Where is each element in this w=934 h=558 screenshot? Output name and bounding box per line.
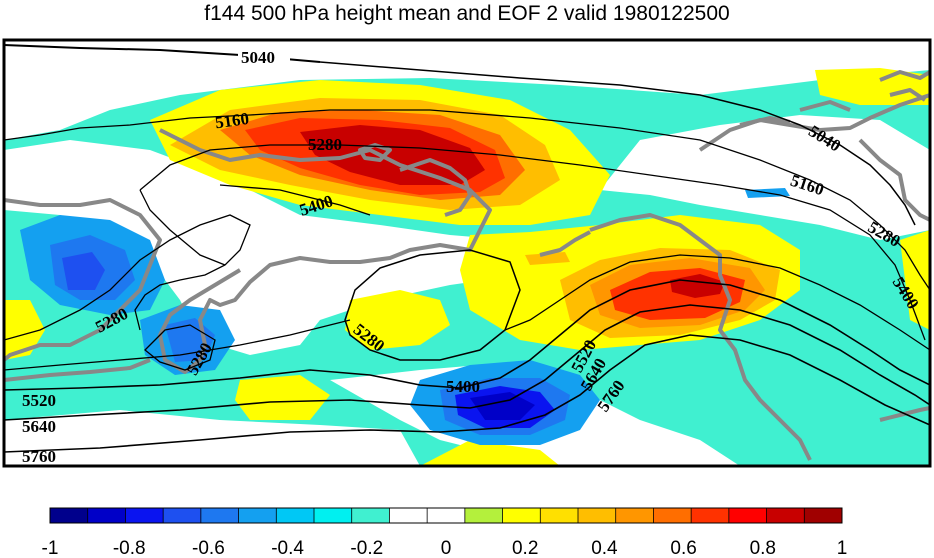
coastline-chukotka [399,158,472,217]
coastline-asia [4,198,162,362]
shading-negative-west-0.6 [62,252,105,290]
colorbar-tick-label: -0.8 [113,538,146,558]
contour-5760 [4,334,930,453]
coastline-alaska [589,213,812,461]
colorbar-tick-label: 0.4 [591,538,618,558]
colorbar-tick-label: -0.6 [192,538,225,558]
shading-neutral-band-west [4,140,560,355]
coastlines [4,70,930,461]
eof-shading [4,40,930,466]
colorbar-swatch [427,508,466,523]
contour-5400-center-loop [4,254,930,371]
contour-5400-center [219,184,371,216]
coastline-kamchatka [158,128,492,374]
contour-5520 [4,279,930,391]
colorbar-swatch [766,508,805,523]
contour-label: 5640 [22,417,56,436]
colorbar-tick-label: -0.4 [271,538,304,558]
colorbar-swatch [87,508,126,523]
colorbar-tick-label: 0 [441,538,452,558]
contour-label: 5400 [446,377,480,396]
shading-neutral-band-east [600,115,930,240]
colorbar-swatch [314,508,353,523]
coastline-canada-islands [739,70,930,127]
shading-positive-spot [525,252,570,265]
colorbar-tick-label: 0.8 [750,538,776,558]
contour-label: 5040 [241,48,275,67]
contour-5280-west-loop [4,214,251,341]
coastline-alaska-north [698,93,930,152]
colorbar-swatch [578,508,617,523]
colorbar: -1 -0.8 -0.6 -0.4 -0.2 0 0.2 0.4 0.6 0.8 1 [42,507,848,558]
map-frame [2,38,932,468]
colorbar-swatch [200,508,239,523]
colorbar-tick-label: 1 [837,538,848,558]
colorbar-swatch [389,508,428,523]
colorbar-swatch [804,508,843,523]
contour-5280-center-loop [344,249,521,361]
colorbar-swatch [728,508,767,523]
coastline-okhotsk [4,358,151,382]
contour-5040-east [319,61,916,226]
colorbar-tick-label: 0.6 [670,538,696,558]
colorbar-swatch [238,508,277,523]
colorbar-tick-label: -0.2 [350,538,383,558]
contour-label: 5520 [22,391,56,410]
contour-label: 5160 [214,109,250,133]
colorbar-swatch [50,508,89,523]
contour-5400-north [139,189,226,266]
contour-label: 5280 [308,135,342,154]
colorbar-swatch [615,508,654,523]
contour-label: 5760 [22,447,56,466]
shading-positive-patch-south [420,440,560,466]
colorbar-swatch [653,508,692,523]
colorbar-swatch [691,508,730,523]
contour-5280-north [139,144,926,341]
colorbar-swatch [276,508,315,523]
colorbar-border [49,507,843,524]
colorbar-tick-label: -1 [42,538,59,558]
colorbar-swatch [125,508,164,523]
coastline-canada-east [858,138,930,222]
colorbar-swatch [464,508,503,523]
coastline-pacific-nw [879,406,930,422]
shading-positive-patch-sw [235,375,330,420]
coastline-aleutians [539,230,591,257]
colorbar-swatch [502,508,541,523]
shading-positive-north-0.8 [300,125,485,185]
shading-neutral-band-north [4,40,930,140]
contour-5160 [4,109,930,291]
shading-neutral-band-south [4,410,420,466]
shading-positive-patch-ne [815,68,930,105]
colorbar-swatch [351,508,390,523]
shading-negative-south-0.8 [470,392,535,420]
map-title: f144 500 hPa height mean and EOF 2 valid… [204,2,730,25]
colorbar-tick-label: 0.2 [512,538,538,558]
colorbar-swatch [540,508,579,523]
shading-positive-patch-center [345,290,450,350]
contour-5640 [4,304,930,421]
colorbar-swatch [163,508,202,523]
